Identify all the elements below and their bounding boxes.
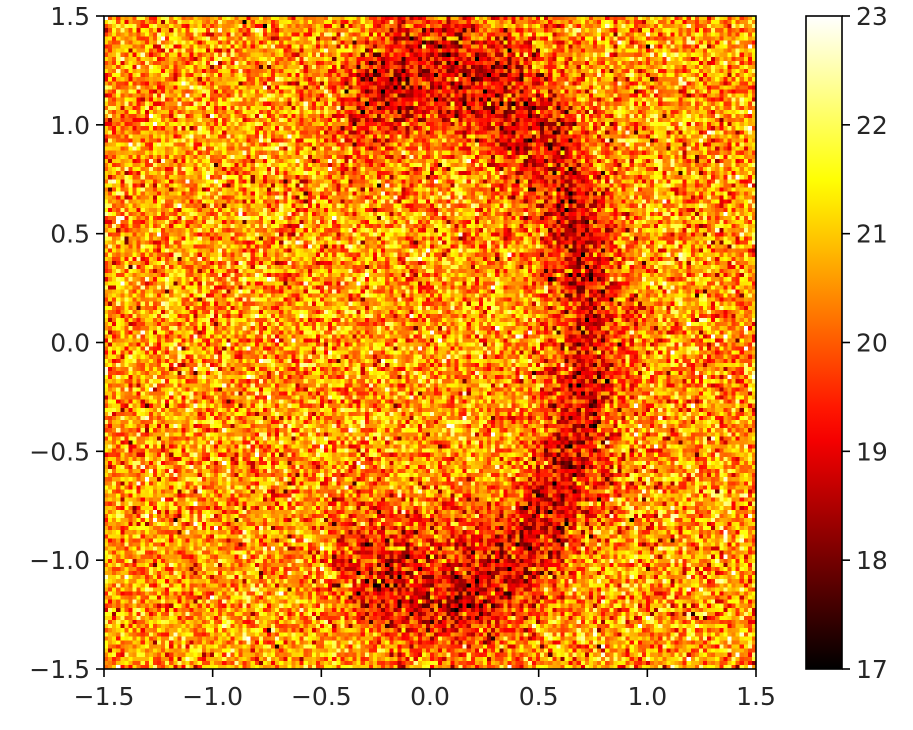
y-tick-label: 1.5 [50,2,90,31]
x-tick-label: −1.0 [182,682,243,711]
colorbar-axis: 17 18 19 20 21 22 23 [842,2,888,684]
y-tick-label: 0.5 [50,220,90,249]
colorbar-tick-label: 21 [856,220,888,249]
colorbar-tick-label: 22 [856,111,888,140]
y-tick-label: 0.0 [50,329,90,358]
y-tick-label: −0.5 [29,437,90,466]
x-tick-label: 0.5 [519,682,559,711]
x-tick-label: −1.5 [74,682,135,711]
x-tick-label: −0.5 [291,682,352,711]
y-axis: −1.5 −1.0 −0.5 0.0 0.5 1.0 1.5 [29,2,104,684]
colorbar-tick-label: 18 [856,546,888,575]
x-tick-label: 0.0 [410,682,450,711]
colorbar-tick-label: 20 [856,329,888,358]
x-tick-label: 1.5 [736,682,776,711]
colorbar-tick-label: 19 [856,437,888,466]
colorbar [805,15,843,670]
x-axis: −1.5 −1.0 −0.5 0.0 0.5 1.0 1.5 [74,669,776,711]
heatmap-image [104,16,756,669]
plot-area [103,15,757,670]
colorbar-gradient [806,16,842,669]
y-tick-label: 1.0 [50,111,90,140]
y-tick-label: −1.5 [29,655,90,684]
y-tick-label: −1.0 [29,546,90,575]
x-tick-label: 1.0 [627,682,667,711]
colorbar-tick-label: 23 [856,2,888,31]
colorbar-tick-label: 17 [856,655,888,684]
